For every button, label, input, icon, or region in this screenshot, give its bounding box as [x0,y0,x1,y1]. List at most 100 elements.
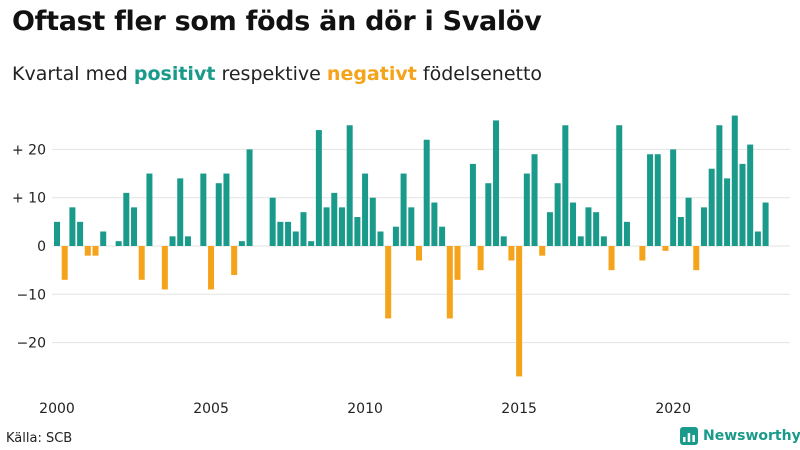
bar-negative [84,246,91,256]
x-tick-label: 2000 [39,401,75,417]
bar-negative [446,246,453,319]
bar-positive [716,125,723,246]
bar-positive [739,163,746,246]
bar-positive [623,221,630,246]
bar-negative [61,246,68,280]
bar-positive [400,173,407,246]
subtitle-positive: positivt [133,63,216,85]
bar-positive [54,221,60,246]
bar-positive [308,241,315,246]
y-tick-label: + 10 [12,191,46,207]
bar-positive [593,212,600,246]
bar-negative [508,246,515,261]
bar-negative [385,246,392,319]
bar-positive [647,154,654,246]
chart-title: Oftast fler som föds än dör i Svalöv [12,6,542,37]
chart-subtitle: Kvartal med positivt respektive negativt… [12,63,542,85]
bar-positive [754,231,761,246]
bar-positive [677,217,684,246]
bar-positive [469,163,476,246]
bar-positive [523,173,530,246]
bar-positive [585,207,592,246]
bar-negative [639,246,646,261]
brand-name: Newsworthy [703,428,800,444]
bar-positive [700,207,707,246]
bar-negative [138,246,145,280]
bar-negative [454,246,461,280]
bar-negative [208,246,215,290]
bar-positive [184,236,191,246]
bar-positive [493,120,500,246]
bar-positive [246,149,253,246]
bar-positive [423,139,430,246]
x-axis: 2000 2005 2010 2015 2020 [39,401,691,417]
bar-positive [431,202,438,246]
bar-positive [315,130,322,246]
bar-positive [408,207,415,246]
subtitle-middle: respektive [221,63,321,85]
bar-positive [600,236,607,246]
bar-positive [69,207,76,246]
bar-positive [323,207,330,246]
bar-positive [670,149,677,246]
bar-positive [238,241,245,246]
bar-positive [439,226,446,246]
bar-positive [200,173,207,246]
bar-positive [392,226,399,246]
newsworthy-logo-icon [680,427,698,445]
bar-positive [285,221,292,246]
bar-positive [338,207,345,246]
bar-positive [485,183,492,246]
bar-negative [516,246,523,377]
bar-negative [231,246,238,275]
bar-positive [292,231,299,246]
x-tick-label: 2005 [193,401,229,417]
bar-positive [146,173,153,246]
bar-positive [300,212,307,246]
bar-positive [177,178,184,246]
bar-positive [546,212,553,246]
bar-negative [693,246,700,271]
bar-positive [354,217,361,246]
bar-negative [608,246,615,271]
bar-positive [685,197,692,246]
bar-positive [100,231,107,246]
bar-positive [169,236,176,246]
bar-positive [500,236,507,246]
subtitle-negative: negativt [326,63,417,85]
bar-positive [115,241,122,246]
bar-positive [362,173,369,246]
bar-positive [131,207,138,246]
brand-logo[interactable]: Newsworthy [680,427,800,445]
bar-positive [77,221,84,246]
bar-negative [539,246,546,256]
bar-positive [123,192,130,246]
y-tick-label: −10 [16,287,46,303]
bar-positive [731,115,738,246]
bar-positive [531,154,538,246]
x-tick-label: 2015 [501,401,537,417]
subtitle-prefix: Kvartal med [12,63,128,85]
y-axis: + 20 + 10 0 −10 −20 [12,142,46,351]
subtitle-suffix: födelsenetto [422,63,543,85]
bar-positive [554,183,561,246]
bar-positive [577,236,584,246]
bar-positive [377,231,384,246]
bar-negative [92,246,99,256]
bar-positive [331,192,338,246]
bar-positive [223,173,230,246]
bar-positive [369,197,376,246]
bar-negative [161,246,168,290]
bar-positive [269,197,276,246]
bar-positive [570,202,577,246]
x-tick-label: 2010 [347,401,383,417]
x-tick-label: 2020 [655,401,691,417]
bar-positive [762,202,769,246]
bar-positive [708,168,715,246]
y-tick-label: 0 [37,239,46,255]
y-tick-label: + 20 [12,142,46,158]
bar-positive [747,144,754,246]
bars [54,115,769,377]
bar-positive [346,125,353,246]
